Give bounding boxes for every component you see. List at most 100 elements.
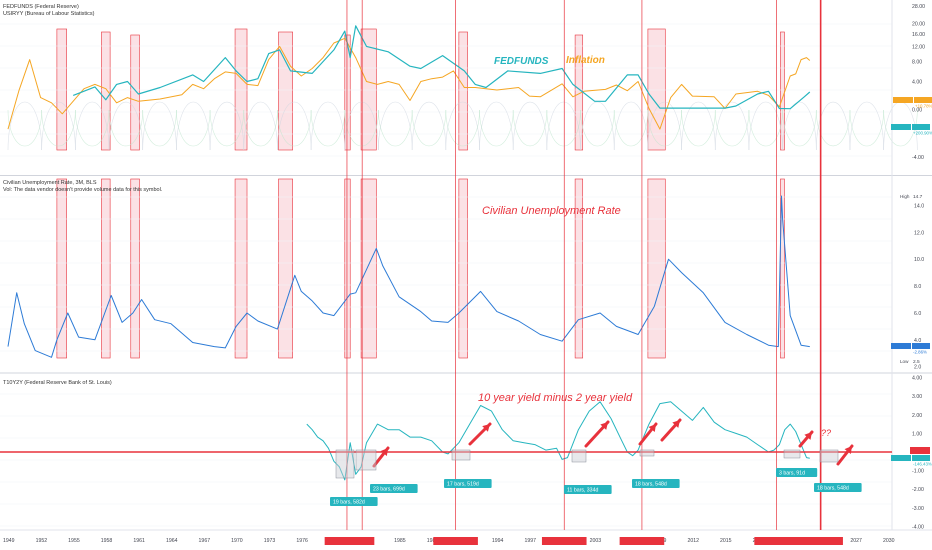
- top-axis-tick: 4.00: [912, 80, 922, 86]
- fedfunds-legend-title[interactable]: FEDFUNDS (Federal Reserve): [3, 4, 79, 10]
- cycle-arc: [344, 109, 379, 147]
- usiryy-tag: [893, 97, 913, 103]
- recession-box: [130, 178, 140, 359]
- time-scale[interactable]: [324, 537, 843, 545]
- cycle-arc: [580, 101, 615, 151]
- usiryy-legend-title[interactable]: USIRYY (Bureau of Labour Statistics): [3, 11, 95, 17]
- measure-badge: [564, 485, 612, 494]
- bottom-axis-tick: 3.00: [912, 394, 922, 400]
- cycle-arc: [75, 109, 110, 147]
- fedfunds-tag-change: +200.90%: [913, 131, 932, 136]
- cycle-arc: [41, 109, 76, 147]
- cycle-arc: [108, 109, 144, 147]
- high-label: High: [900, 194, 910, 199]
- measure-label: 18 bars, 548d: [635, 482, 667, 488]
- top-axis-tick: 20.00: [912, 21, 925, 27]
- cycle-arc: [748, 109, 783, 147]
- cycle-arc: [41, 101, 76, 151]
- cycle-arc: [580, 109, 615, 147]
- x-axis-year: 1961: [133, 538, 145, 544]
- cycle-arc: [344, 101, 379, 151]
- cycle-arc: [75, 101, 110, 151]
- grid-lines: [0, 23, 918, 527]
- arrow-head: [482, 424, 490, 432]
- measure-label: 23 bars, 699d: [373, 487, 405, 493]
- mid-axis-tick: 6.0: [914, 311, 921, 317]
- zero-tag: [910, 447, 930, 454]
- cycle-arc: [512, 101, 548, 151]
- t10y2y-legend-title[interactable]: T10Y2Y (Federal Reserve Bank of St. Loui…: [3, 380, 112, 386]
- x-axis-year: 2015: [720, 538, 732, 544]
- unrate-legend-title[interactable]: Civilian Unemployment Rate, 3M, BLS: [3, 180, 97, 186]
- date-flag: [541, 537, 587, 545]
- high-value: 14.7: [913, 194, 923, 200]
- bottom-axis-tick: -1.00: [912, 469, 924, 475]
- cycle-arc: [142, 101, 177, 151]
- cycle-arc: [815, 109, 851, 147]
- cycle-arc: [176, 109, 211, 147]
- cycle-arc: [613, 101, 649, 151]
- recession-box: [101, 31, 111, 151]
- inversion-range-box: [335, 449, 355, 479]
- cycle-arc: [849, 101, 884, 151]
- cycle-arc: [445, 101, 480, 151]
- t10y2y-tag-change: -146.43%: [913, 462, 932, 467]
- x-axis-year: 1997: [524, 538, 536, 544]
- x-axis-year: 1988: [427, 538, 439, 544]
- recession-box: [574, 178, 584, 359]
- recession-box: [56, 178, 67, 359]
- inversion-range-box: [819, 449, 839, 463]
- bottom-axis-tick: 2.00: [912, 413, 922, 419]
- recession-box: [458, 31, 468, 151]
- recession-box: [234, 28, 248, 151]
- arrow-head: [600, 422, 608, 430]
- unrate-tag-change: -2.86%: [913, 350, 927, 355]
- price-scale[interactable]: [891, 97, 932, 461]
- inversion-range-box: [451, 449, 471, 461]
- unrate-tag-value-bg: [912, 343, 930, 349]
- cycle-arc: [243, 109, 278, 147]
- measure-badge: [444, 479, 492, 488]
- inversion-range-box: [783, 449, 801, 459]
- x-axis-year: 1964: [166, 538, 178, 544]
- x-axis-year: 1973: [264, 538, 276, 544]
- mid-axis-tick: 4.0: [914, 338, 921, 344]
- cycle-arc: [782, 101, 817, 151]
- x-axis-year: 2012: [687, 538, 699, 544]
- cycle-arc: [176, 101, 211, 151]
- recession-box: [130, 34, 140, 151]
- date-flag: [350, 537, 375, 545]
- top-axis-tick: 0.00: [912, 107, 922, 113]
- recession-box: [278, 31, 293, 151]
- x-axis-year: 1994: [492, 538, 504, 544]
- x-axis-year: 1955: [68, 538, 80, 544]
- arrow-head: [672, 420, 680, 428]
- date-flag: [754, 537, 799, 545]
- recession-box: [458, 178, 468, 359]
- cycle-arc: [479, 109, 514, 147]
- series-lines: [7, 25, 811, 481]
- cycle-arc: [782, 109, 817, 147]
- arrow-head: [380, 448, 388, 456]
- recession-shading: [56, 28, 785, 359]
- fedfunds-tag-value-bg: [912, 124, 930, 130]
- arrow-head: [804, 432, 812, 440]
- top-axis-tick: 8.00: [912, 60, 922, 66]
- x-axis-year: 1949: [3, 538, 15, 544]
- top-axis-tick: 16.00: [912, 32, 925, 38]
- fedfunds-line: [72, 25, 811, 110]
- x-axis-year: 1976: [296, 538, 308, 544]
- yield-curve-overlay-label: 10 year yield minus 2 year yield: [478, 392, 633, 404]
- x-axis-year: 2027: [850, 538, 862, 544]
- top-axis-tick: 12.00: [912, 44, 925, 50]
- unemployment-overlay-label: Civilian Unemployment Rate: [482, 205, 621, 217]
- measure-badge: [330, 497, 378, 506]
- measure-badge: [814, 483, 862, 492]
- top-axis-tick: -4.00: [912, 155, 924, 161]
- x-axis-year: 1958: [101, 538, 113, 544]
- measure-label: 19 bars, 582d: [333, 500, 365, 506]
- date-flag: [324, 537, 370, 545]
- x-axis-year: 1970: [231, 538, 243, 544]
- recession-box: [344, 34, 351, 151]
